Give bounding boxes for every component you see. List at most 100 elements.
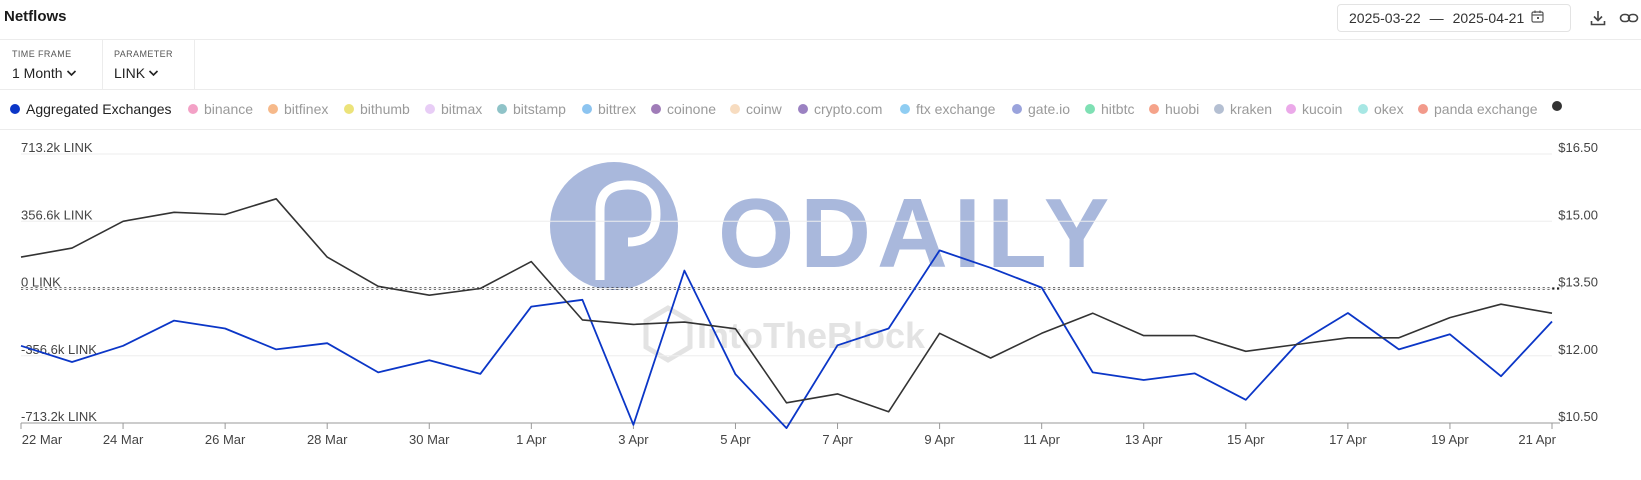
legend-item[interactable]: okex — [1358, 101, 1404, 117]
chart-legend: Aggregated Exchanges binance bitfinex bithu… — [0, 90, 1641, 130]
chart-controls: TIME FRAME 1 Month PARAMETER LINK — [0, 40, 1641, 90]
legend-dot-icon — [425, 104, 435, 114]
x-tick-label: 24 Mar — [103, 432, 144, 447]
legend-dot-icon — [188, 104, 198, 114]
legend-item[interactable]: coinw — [730, 101, 782, 117]
legend-item[interactable] — [1552, 101, 1568, 111]
x-tick-label: 1 Apr — [516, 432, 547, 447]
legend-item[interactable]: huobi — [1149, 101, 1199, 117]
legend-label: Aggregated Exchanges — [26, 101, 172, 117]
link-icon[interactable] — [1619, 9, 1639, 27]
legend-item[interactable]: hitbtc — [1085, 101, 1134, 117]
x-tick-label: 11 Apr — [1023, 432, 1060, 447]
legend-label: ftx exchange — [916, 101, 996, 117]
parameter-dropdown[interactable]: LINK — [114, 65, 159, 81]
legend-dot-icon — [1286, 104, 1296, 114]
date-from[interactable]: 2025-03-22 — [1349, 10, 1421, 26]
series-lines — [20, 198, 1553, 430]
series-line-price[interactable] — [20, 198, 1553, 413]
legend-label: panda exchange — [1434, 101, 1538, 117]
legend-item[interactable]: ftx exchange — [900, 101, 995, 117]
legend-item[interactable]: binance — [188, 101, 253, 117]
watermark-text: ODAILY — [718, 178, 1115, 288]
header-bar: Netflows 2025-03-22 — 2025-04-21 — [0, 0, 1641, 40]
watermark-secondary-text: IntoTheBlock — [697, 315, 926, 356]
legend-label: kraken — [1230, 101, 1273, 117]
time-frame-selector[interactable]: TIME FRAME 1 Month — [0, 40, 103, 89]
legend-dot-icon — [1358, 104, 1368, 114]
chevron-down-icon — [66, 70, 76, 77]
legend-dot-icon — [497, 104, 507, 114]
time-frame-dropdown[interactable]: 1 Month — [12, 65, 77, 81]
parameter-label: PARAMETER — [114, 49, 173, 59]
download-icon[interactable] — [1589, 9, 1607, 27]
y-left-tick-label: 0 LINK — [21, 275, 61, 290]
legend-dot-icon — [268, 104, 278, 114]
chevron-down-icon — [149, 70, 159, 77]
y-axis-right: $16.50 $15.00 $13.50 $12.00 $10.50 — [1558, 140, 1598, 424]
y-left-tick-label: 713.2k LINK — [21, 140, 93, 155]
calendar-icon[interactable] — [1531, 10, 1544, 26]
time-frame-label: TIME FRAME — [12, 49, 72, 59]
legend-label: gate.io — [1028, 101, 1071, 117]
legend-item[interactable]: panda exchange — [1418, 101, 1538, 117]
legend-item[interactable]: bitfinex — [268, 101, 328, 117]
y-left-tick-label: -356.6k LINK — [21, 342, 97, 357]
legend-item[interactable]: Aggregated Exchanges — [10, 101, 172, 117]
legend-item[interactable]: gate.io — [1012, 101, 1070, 117]
y-right-tick-label: $12.00 — [1558, 342, 1598, 357]
legend-label: okex — [1374, 101, 1404, 117]
legend-label: bitmax — [441, 101, 483, 117]
parameter-selector[interactable]: PARAMETER LINK — [102, 40, 195, 89]
x-tick-label: 3 Apr — [618, 432, 649, 447]
legend-dot-icon — [1214, 104, 1224, 114]
netflows-chart: ODAILY IntoTheBlock 713.2k LINK 356.6k LIN… — [20, 140, 1598, 447]
legend-label: bitfinex — [284, 101, 329, 117]
y-left-tick-label: 356.6k LINK — [21, 207, 93, 222]
x-tick-label: 15 Apr — [1227, 432, 1265, 447]
x-tick-label: 28 Mar — [307, 432, 348, 447]
legend-label: binance — [204, 101, 254, 117]
legend-item[interactable]: bithumb — [344, 101, 410, 117]
x-tick-label: 30 Mar — [409, 432, 450, 447]
legend-dot-icon — [1149, 104, 1159, 114]
legend-item[interactable]: kraken — [1214, 101, 1272, 117]
page-title: Netflows — [4, 8, 67, 25]
legend-label: crypto.com — [814, 101, 883, 117]
x-tick-label: 21 Apr — [1518, 432, 1556, 447]
y-right-tick-label: $13.50 — [1558, 275, 1598, 290]
legend-dot-icon — [582, 104, 592, 114]
legend-dot-icon — [1418, 104, 1428, 114]
legend-dot-icon — [1552, 101, 1562, 111]
legend-dot-icon — [900, 104, 910, 114]
legend-item[interactable]: bittrex — [582, 101, 636, 117]
legend-label: kucoin — [1302, 101, 1343, 117]
parameter-value: LINK — [114, 65, 146, 81]
chart-area: ODAILY IntoTheBlock 713.2k LINK 356.6k LIN… — [0, 130, 1641, 475]
date-separator: — — [1429, 10, 1444, 26]
date-to[interactable]: 2025-04-21 — [1452, 10, 1525, 26]
x-tick-label: 26 Mar — [205, 432, 246, 447]
legend-label: bittrex — [598, 101, 637, 117]
x-tick-label: 19 Apr — [1431, 432, 1469, 447]
legend-label: hitbtc — [1101, 101, 1135, 117]
legend-dot-icon — [344, 104, 354, 114]
x-tick-label: 22 Mar — [22, 432, 63, 447]
time-frame-value: 1 Month — [12, 65, 63, 81]
legend-item[interactable]: kucoin — [1286, 101, 1342, 117]
watermark-secondary-logo-icon — [643, 305, 693, 363]
legend-item[interactable]: coinone — [651, 101, 716, 117]
legend-dot-icon — [10, 104, 20, 114]
y-right-tick-label: $15.00 — [1558, 207, 1598, 222]
legend-label: huobi — [1165, 101, 1200, 117]
x-axis: 22 Mar 24 Mar 26 Mar 28 Mar 30 Mar 1 Apr 3 Apr… — [20, 422, 1560, 447]
legend-dot-icon — [730, 104, 740, 114]
y-right-tick-label: $10.50 — [1558, 409, 1598, 424]
legend-item[interactable]: bitmax — [425, 101, 482, 117]
legend-label: coinw — [746, 101, 782, 117]
date-range-picker[interactable]: 2025-03-22 — 2025-04-21 — [1337, 4, 1571, 32]
legend-dot-icon — [1012, 104, 1022, 114]
legend-item[interactable]: crypto.com — [798, 101, 882, 117]
legend-item[interactable]: bitstamp — [497, 101, 566, 117]
y-axis-left: 713.2k LINK 356.6k LINK 0 LINK -356.6k LINK… — [21, 140, 97, 424]
